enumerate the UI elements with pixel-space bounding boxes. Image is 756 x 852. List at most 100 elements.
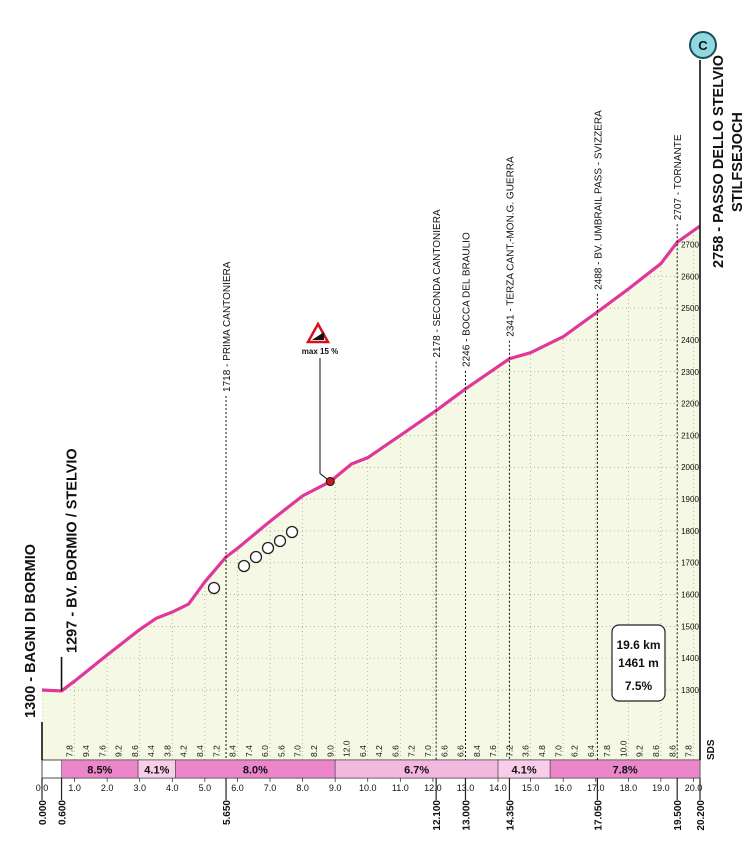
half-km-gradient-label: 7.4 — [244, 745, 254, 757]
y-tick-label: 1300 — [681, 686, 699, 695]
half-km-gradient-label: 9.2 — [635, 745, 645, 757]
waypoint-km-label: 13.000 — [461, 800, 472, 831]
waypoint-km-label: 5.650 — [222, 800, 233, 825]
y-tick-label: 1800 — [681, 527, 699, 536]
half-km-gradient-label: 6.4 — [586, 745, 596, 757]
summary-gain: 1461 m — [618, 656, 659, 670]
gradient-segment-label: 6.7% — [404, 765, 429, 777]
summary-box — [611, 624, 666, 702]
half-km-gradient-label: 4.4 — [146, 745, 156, 757]
half-km-gradient-label: 7.0 — [553, 745, 563, 757]
y-tick-label: 2100 — [681, 431, 699, 440]
half-km-gradient-label: 10.0 — [618, 740, 628, 757]
waypoint-label: 1718 - PRIMA CANTONIERA — [222, 261, 233, 392]
half-km-gradient-label: 9.2 — [114, 745, 124, 757]
logo: SDS — [706, 739, 717, 760]
hairpin-icon — [207, 581, 221, 595]
x-tick-label: 5.0 — [199, 783, 212, 793]
x-tick-label: 10.0 — [359, 783, 377, 793]
waypoint-label: 2341 - TERZA CANT.-MON.G. GUERRA — [505, 156, 516, 337]
half-km-gradient-label: 7.8 — [602, 745, 612, 757]
y-tick-label: 2300 — [681, 368, 699, 377]
y-tick-label: 2000 — [681, 463, 699, 472]
half-km-gradient-label: 6.6 — [390, 745, 400, 757]
summary-distance: 19.6 km — [616, 638, 660, 652]
gradient-segment-label: 4.1% — [144, 765, 169, 777]
hairpin-icon — [261, 541, 275, 555]
half-km-gradient-label: 8.4 — [195, 745, 205, 757]
half-km-gradient-label: 7.8 — [684, 745, 694, 757]
waypoint-km-label: 12.100 — [432, 800, 443, 831]
y-tick-label: 1600 — [681, 591, 699, 600]
half-km-gradient-label: 7.6 — [97, 745, 107, 757]
x-tick-label: 16.0 — [554, 783, 572, 793]
gradient-segment-label: 8.0% — [243, 765, 268, 777]
half-km-gradient-label: 9.4 — [81, 745, 91, 757]
summary-gradient: 7.5% — [625, 679, 653, 693]
half-km-gradient-label: 8.4 — [472, 745, 482, 757]
waypoint-label: 2178 - SECONDA CANTONIERA — [432, 209, 443, 358]
half-km-gradient-label: 7.6 — [488, 745, 498, 757]
gradient-segment — [549, 759, 701, 779]
x-tick-label: 2.0 — [101, 783, 114, 793]
y-tick-label: 2500 — [681, 304, 699, 313]
half-km-gradient-label: 5.6 — [276, 745, 286, 757]
x-tick-label: 14.0 — [489, 783, 507, 793]
half-km-gradient-label: 8.6 — [667, 745, 677, 757]
half-km-gradient-label: 7.2 — [211, 745, 221, 757]
half-km-gradient-label: 8.6 — [651, 745, 661, 757]
half-km-gradient-label: 7.0 — [423, 745, 433, 757]
hairpin-icon — [237, 559, 251, 573]
hairpin-icon — [249, 550, 263, 564]
half-km-gradient-label: 6.4 — [358, 745, 368, 757]
half-km-gradient-label: 8.4 — [228, 745, 238, 757]
x-tick-label: 3.0 — [133, 783, 146, 793]
y-tick-label: 1700 — [681, 559, 699, 568]
y-tick-label: 1400 — [681, 654, 699, 663]
half-km-gradient-label: 4.2 — [179, 745, 189, 757]
x-tick-label: 8.0 — [296, 783, 309, 793]
half-km-gradient-label: 7.2 — [407, 745, 417, 757]
waypoint-label: 2488 - BV. UMBRAIL PASS - SVIZZERA — [593, 110, 604, 290]
waypoint-km-label: 20.200 — [696, 800, 707, 831]
finish-badge-label: C — [698, 38, 708, 53]
waypoint-label: 1297 - BV. BORMIO / STELVIO — [65, 448, 81, 653]
waypoint-label: 2707 - TORNANTE — [673, 134, 684, 220]
gradient-segment-label: 8.5% — [87, 765, 112, 777]
waypoint-km-label: 19.500 — [673, 800, 684, 831]
y-tick-label: 2400 — [681, 336, 699, 345]
half-km-gradient-label: 6.2 — [570, 745, 580, 757]
hairpin-icon — [273, 534, 287, 548]
y-tick-label: 1900 — [681, 495, 699, 504]
x-tick-label: 12.0 — [424, 783, 442, 793]
x-tick-label: 1.0 — [68, 783, 81, 793]
half-km-gradient-label: 7.0 — [293, 745, 303, 757]
x-tick-label: 18.0 — [620, 783, 638, 793]
half-km-gradient-label: 9.0 — [325, 745, 335, 757]
y-tick-label: 1500 — [681, 622, 699, 631]
waypoint-km-label: 0.600 — [58, 800, 69, 825]
hairpin-icon — [285, 525, 299, 539]
waypoint-km-label: 0.000 — [38, 800, 49, 825]
half-km-gradient-label: 3.6 — [521, 745, 531, 757]
half-km-gradient-label: 4.8 — [537, 745, 547, 757]
half-km-gradient-label: 12.0 — [342, 740, 352, 757]
finish-badge — [689, 31, 717, 59]
area-layer — [42, 226, 700, 761]
x-tick-label: 11.0 — [392, 783, 409, 793]
waypoint-label: 1300 - BAGNI DI BORMIO — [23, 544, 39, 718]
x-tick-label: 6.0 — [231, 783, 244, 793]
gradient-segment-label: 4.1% — [512, 765, 537, 777]
waypoint-km-label: 17.050 — [593, 800, 604, 831]
max-gradient-point — [325, 477, 335, 487]
main-layer: 1300 1400 1500 1600 1700 1800 1900 2000 2100 2200… — [23, 55, 746, 831]
waypoint-sublabel: STILFSEJOCH — [730, 112, 746, 212]
waypoint-label: 2758 - PASSO DELLO STELVIO — [711, 55, 727, 268]
waypoint-km-label: 14.350 — [505, 800, 516, 831]
half-km-gradient-label: 3.8 — [162, 745, 172, 757]
half-km-gradient-label: 7.2 — [504, 745, 514, 757]
y-tick-label: 2600 — [681, 272, 699, 281]
half-km-gradient-label: 7.8 — [65, 745, 75, 757]
